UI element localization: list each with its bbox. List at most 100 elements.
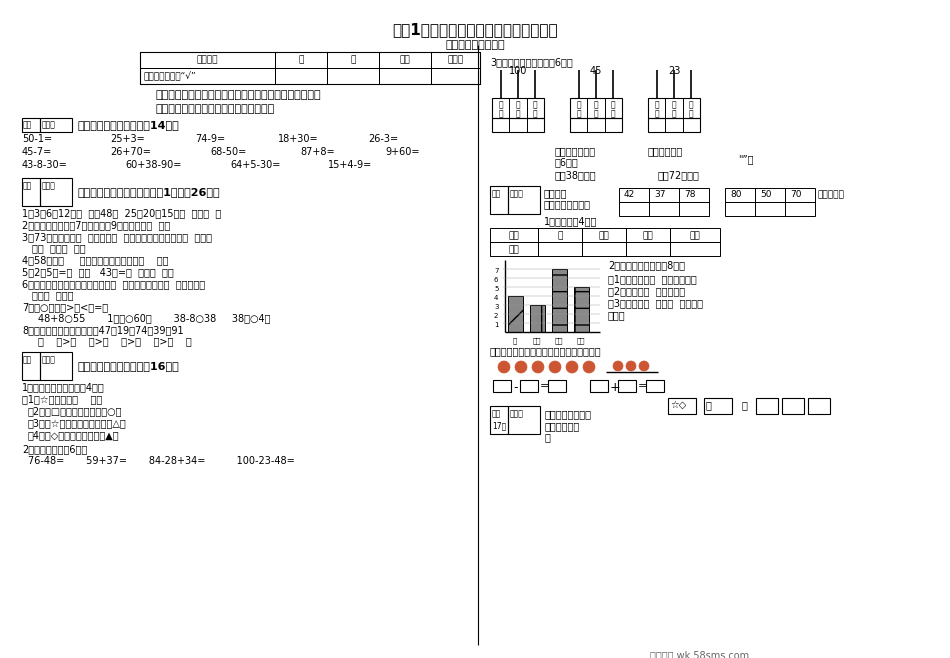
Bar	[646, 380, 664, 392]
Text: 个: 个	[689, 100, 694, 109]
Text: 45-7=: 45-7=	[22, 147, 52, 157]
Text: 我比38多一些: 我比38多一些	[555, 170, 597, 180]
Text: 示（  ）个（  ）。: 示（ ）个（ ）。	[32, 243, 86, 253]
Bar	[725, 202, 815, 216]
Bar	[552, 269, 567, 332]
Circle shape	[498, 361, 510, 373]
Bar	[670, 242, 720, 256]
Bar	[508, 296, 523, 332]
Bar	[619, 202, 709, 216]
Text: 百: 百	[655, 100, 659, 109]
Bar	[490, 242, 538, 256]
Text: 2、填写下面空格。（8分）: 2、填写下面空格。（8分）	[608, 260, 685, 270]
Bar	[327, 52, 379, 68]
Bar	[570, 118, 622, 132]
Text: 样多。: 样多。	[608, 310, 626, 320]
Bar	[808, 398, 830, 414]
Text: 得分: 得分	[23, 181, 32, 190]
Bar	[725, 188, 815, 202]
Text: 42: 42	[624, 190, 636, 199]
Text: 桃子: 桃子	[555, 337, 563, 343]
Text: （    ）>（    ）>（    ）>（    ）>（    ）: （ ）>（ ）>（ ）>（ ）>（ ）	[38, 336, 192, 346]
Text: 3、看数字，画珠子。（6分）: 3、看数字，画珠子。（6分）	[490, 57, 573, 67]
Text: 三、看看图，动动手。（16分）: 三、看看图，动动手。（16分）	[78, 361, 180, 371]
Text: 位是（  ）位。: 位是（ ）位。	[32, 290, 73, 300]
Text: 位: 位	[594, 109, 598, 118]
Text: 7: 7	[494, 268, 499, 274]
Text: 个: 个	[545, 432, 551, 442]
Text: 位: 位	[655, 109, 659, 118]
Text: 位: 位	[689, 109, 694, 118]
Text: =: =	[540, 381, 549, 391]
Text: 1、3、6、12、（  ）、48；  25、20、15、（  ）、（  ）: 1、3、6、12、（ ）、48； 25、20、15、（ ）、（ ）	[22, 208, 221, 218]
Text: 一、想一想，算一算。（14分）: 一、想一想，算一算。（14分）	[78, 120, 180, 130]
Text: 群众路小学：张亚梅: 群众路小学：张亚梅	[446, 40, 504, 50]
Bar	[490, 186, 508, 214]
Text: 4、58读作（     ），它前面的一个数是（    ）。: 4、58读作（ ），它前面的一个数是（ ）。	[22, 255, 168, 265]
Bar	[668, 398, 696, 414]
Text: （1）班喜欢吃（  ）的人最多；: （1）班喜欢吃（ ）的人最多；	[608, 274, 696, 284]
Text: 橘子: 橘子	[690, 231, 700, 240]
Text: 70: 70	[790, 190, 802, 199]
Circle shape	[515, 361, 527, 373]
Text: 50: 50	[760, 190, 771, 199]
Text: 位: 位	[533, 109, 538, 118]
Text: +: +	[610, 381, 620, 394]
Text: 七、运用数学知识: 七、运用数学知识	[545, 409, 592, 419]
Bar	[530, 305, 545, 332]
Text: 2、用竖式计算（6分）: 2、用竖式计算（6分）	[22, 444, 87, 454]
Text: 在相应等级上划“√”: 在相应等级上划“√”	[144, 72, 197, 82]
Bar	[490, 228, 538, 242]
Bar	[493, 380, 511, 392]
Text: 23: 23	[668, 66, 680, 76]
Bar	[538, 242, 582, 256]
Text: 3: 3	[494, 304, 499, 310]
Text: 80: 80	[730, 190, 742, 199]
Text: 64+5-30=: 64+5-30=	[230, 160, 280, 170]
Text: 位: 位	[499, 109, 503, 118]
Text: 解决下列问题: 解决下列问题	[545, 421, 580, 431]
Bar	[490, 406, 508, 434]
Bar	[626, 242, 670, 256]
Bar	[40, 118, 72, 132]
Text: =: =	[638, 381, 647, 391]
Text: 良: 良	[351, 55, 355, 64]
Text: 五、根据: 五、根据	[544, 188, 567, 198]
Text: 7、在○里填上>、<或=：: 7、在○里填上>、<或=：	[22, 302, 108, 312]
Bar	[40, 178, 72, 206]
Text: 为合适的答案: 为合适的答案	[648, 146, 683, 156]
Text: 1、先看表，后画图。（4分）: 1、先看表，后画图。（4分）	[22, 382, 104, 392]
Text: 9+60=: 9+60=	[385, 147, 420, 157]
Text: 位: 位	[577, 109, 581, 118]
Bar	[431, 52, 480, 68]
Text: 得分: 得分	[492, 189, 502, 198]
Text: 评卷人: 评卷人	[42, 181, 56, 190]
Text: 8、从大到小排列下面的数：47、19、74、39、91: 8、从大到小排列下面的数：47、19、74、39、91	[22, 325, 183, 335]
Text: 百: 百	[577, 100, 581, 109]
Text: 45: 45	[590, 66, 602, 76]
Text: 待达标: 待达标	[447, 55, 464, 64]
Bar	[140, 52, 480, 84]
Text: 48+8○55       1小时○60分       38-8○38     38角○4元: 48+8○55 1小时○60分 38-8○38 38角○4元	[38, 313, 271, 323]
Text: 26+70=: 26+70=	[110, 147, 151, 157]
Text: 2、一个数十位上是7，个位上是9，这个数是（  ）。: 2、一个数十位上是7，个位上是9，这个数是（ ）。	[22, 220, 170, 230]
Bar	[574, 287, 589, 332]
Bar	[782, 398, 804, 414]
Text: 得分: 得分	[23, 355, 32, 364]
Circle shape	[626, 361, 636, 371]
Bar	[704, 398, 732, 414]
Text: 5、2元5角=（  ）角   43角=（  ）元（  ）角: 5、2元5角=（ ）角 43角=（ ）元（ ）角	[22, 267, 174, 277]
Text: 我比72少得多: 我比72少得多	[658, 170, 700, 180]
Text: 水果: 水果	[508, 231, 520, 240]
Text: 37: 37	[654, 190, 666, 199]
Bar	[508, 186, 540, 214]
Bar	[582, 228, 626, 242]
Bar	[648, 98, 700, 118]
Text: （3）在☆的下边第二格画一个△。: （3）在☆的下边第二格画一个△。	[28, 418, 126, 428]
Bar	[22, 352, 40, 380]
Bar	[379, 52, 431, 68]
Text: （3）喜欢吃（  ）和（  ）的人同: （3）喜欢吃（ ）和（ ）的人同	[608, 298, 703, 308]
Text: 5: 5	[494, 286, 499, 292]
Text: 6、一个数，从右边起，第一位是（  ）位，第二位是（  ）位，第三: 6、一个数，从右边起，第一位是（ ）位，第二位是（ ）位，第三	[22, 279, 205, 289]
Bar	[492, 98, 544, 118]
